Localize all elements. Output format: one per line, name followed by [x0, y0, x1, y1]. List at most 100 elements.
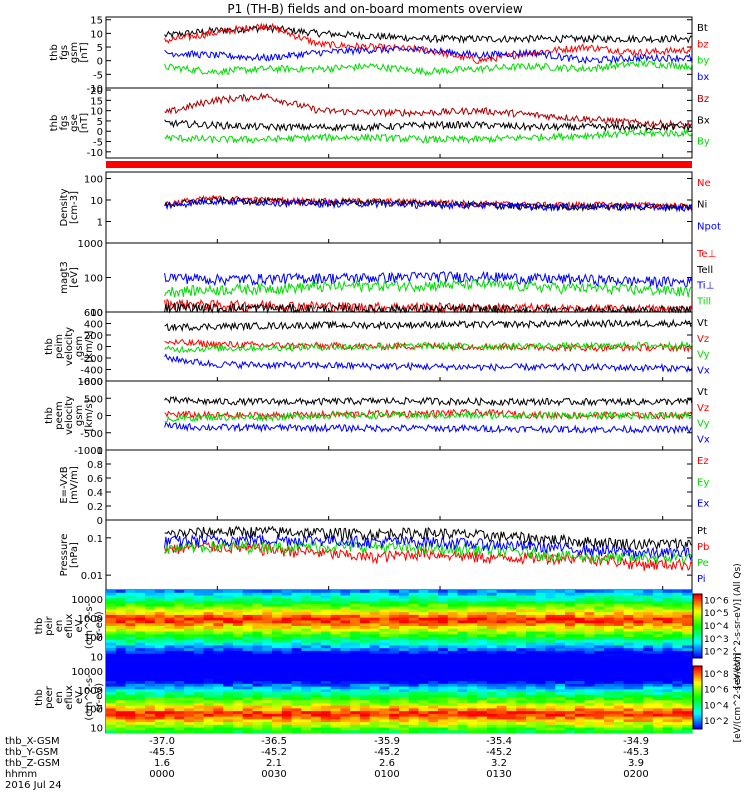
heatmap-cell — [574, 713, 586, 718]
heatmap-cell — [359, 650, 371, 655]
heatmap-cell — [320, 634, 332, 638]
heatmap-cell — [193, 626, 205, 630]
heatmap-cell — [291, 683, 302, 688]
heatmap-cell — [184, 623, 195, 627]
heatmap-cell — [311, 689, 322, 693]
heatmap-cell — [154, 697, 166, 701]
heatmap-cell — [477, 614, 488, 619]
heatmap-cell — [174, 637, 185, 641]
heatmap-cell — [359, 708, 371, 712]
heatmap-cell — [486, 623, 498, 627]
colorbar-cell — [693, 705, 702, 709]
heatmap-cell — [389, 637, 400, 641]
heatmap-cell — [672, 637, 683, 641]
heatmap-cell — [525, 722, 537, 726]
y-tick-label: 5 — [97, 117, 103, 128]
heatmap-cell — [535, 708, 547, 712]
heatmap-cell — [115, 626, 127, 630]
heatmap-cell — [252, 719, 263, 723]
heatmap-cell — [457, 686, 468, 690]
heatmap-cell — [203, 626, 215, 630]
heatmap-cell — [340, 722, 351, 726]
heatmap-cell — [584, 667, 595, 671]
y-axis-label: [nPa] — [69, 542, 80, 568]
heatmap-cell — [115, 664, 127, 669]
heatmap-cell — [203, 612, 215, 616]
heatmap-cell — [613, 705, 625, 710]
heatmap-cell — [106, 662, 117, 666]
heatmap-cell — [496, 659, 508, 663]
heatmap-cell — [594, 650, 605, 655]
heatmap-cell — [584, 631, 595, 635]
heatmap-cell — [506, 628, 517, 633]
heatmap-cell — [223, 686, 234, 690]
heatmap-cell — [174, 662, 185, 666]
heatmap-cell — [467, 603, 478, 608]
heatmap-cell — [574, 642, 586, 646]
heatmap-cell — [574, 702, 586, 707]
heatmap-cell — [135, 708, 146, 712]
heatmap-cell — [115, 716, 127, 720]
heatmap-cell — [174, 614, 185, 619]
heatmap-cell — [408, 656, 420, 660]
heatmap-cell — [477, 675, 488, 679]
heatmap-cell — [418, 667, 429, 671]
heatmap-cell — [389, 694, 400, 699]
heatmap-cell — [369, 626, 381, 630]
heatmap-cell — [682, 694, 693, 699]
heatmap-cell — [565, 711, 576, 715]
heatmap-cell — [174, 650, 185, 655]
heatmap-cell — [496, 672, 508, 677]
heatmap-cell — [301, 590, 312, 594]
heatmap-cell — [545, 713, 556, 718]
heatmap-cell — [457, 719, 468, 723]
heatmap-cell — [193, 689, 205, 693]
heatmap-cell — [340, 708, 351, 712]
heatmap-cell — [399, 670, 410, 674]
heatmap-cell — [174, 716, 185, 720]
heatmap-cell — [369, 659, 381, 663]
heatmap-cell — [311, 702, 322, 707]
heatmap-cell — [106, 697, 117, 701]
heatmap-cell — [516, 672, 527, 677]
heatmap-cell — [262, 730, 273, 734]
heatmap-cell — [467, 620, 478, 624]
heatmap-cell — [535, 697, 547, 701]
heatmap-cell — [193, 606, 205, 610]
y-tick-label: 10 — [90, 652, 103, 663]
heatmap-cell — [164, 628, 175, 633]
heatmap-cell — [574, 603, 586, 608]
heatmap-cell — [604, 659, 615, 663]
heatmap-cell — [574, 686, 586, 690]
heatmap-cell — [232, 716, 244, 720]
heatmap-cell — [457, 609, 468, 613]
heatmap-cell — [438, 664, 449, 669]
colorbar-cell — [693, 716, 702, 719]
heatmap-cell — [184, 672, 195, 677]
y-gsm-tick: -45.2 — [261, 747, 287, 758]
heatmap-cell — [340, 645, 351, 649]
heatmap-cell — [135, 705, 146, 710]
heatmap-cell — [604, 617, 615, 622]
heatmap-cell — [594, 683, 605, 688]
heatmap-cell — [135, 716, 146, 720]
heatmap-cell — [457, 692, 468, 696]
heatmap-cell — [223, 659, 234, 663]
heatmap-cell — [359, 711, 371, 715]
heatmap-cell — [672, 590, 683, 594]
heatmap-cell — [506, 601, 517, 605]
heatmap-cell — [125, 606, 136, 610]
heatmap-cell — [682, 716, 693, 720]
heatmap-cell — [154, 639, 166, 644]
heatmap-cell — [399, 722, 410, 726]
heatmap-cell — [330, 667, 341, 671]
heatmap-cell — [623, 727, 634, 731]
heatmap-cell — [389, 670, 400, 674]
heatmap-cell — [301, 700, 312, 704]
heatmap-cell — [145, 612, 156, 616]
heatmap-cell — [311, 603, 322, 608]
heatmap-cell — [330, 606, 341, 610]
heatmap-cell — [399, 713, 410, 718]
heatmap-cell — [643, 730, 654, 734]
heatmap-cell — [330, 705, 341, 710]
